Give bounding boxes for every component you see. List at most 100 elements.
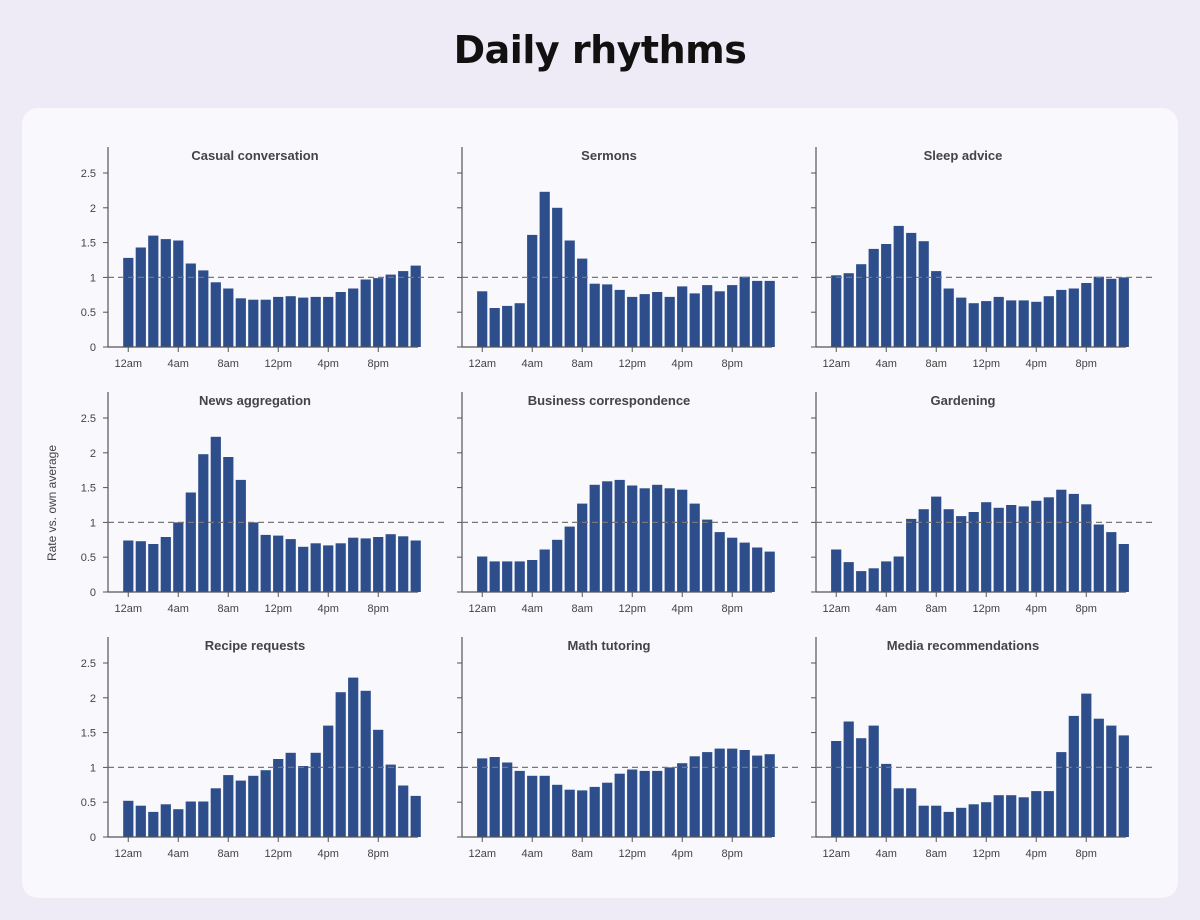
bar-8am (577, 790, 588, 837)
bar-8am (223, 775, 234, 837)
bar-3am (868, 725, 879, 837)
bar-10am (248, 299, 259, 347)
panel-sleep-advice: Sleep advice 12am 4am 8am 12pm 4pm 8pm (811, 147, 1156, 370)
x-tick-label: 4pm (318, 603, 339, 615)
bar-10am (602, 284, 613, 347)
bar-4am (881, 763, 892, 837)
y-tick-label: 1.5 (81, 483, 96, 495)
bar-9pm (1093, 524, 1104, 592)
bar-5am (185, 263, 196, 347)
bar-5pm (1043, 791, 1054, 837)
bar-11am (614, 289, 625, 347)
bar-1am (135, 541, 146, 592)
bar-4am (527, 775, 538, 837)
bar-11am (260, 299, 271, 347)
bar-6am (552, 784, 563, 837)
panel-recipe-requests: Recipe requests 0 0.5 1 1.5 2 2.5 12am 4am 8am 12p… (81, 637, 448, 860)
bar-7pm (360, 538, 371, 592)
x-tick-label: 4am (522, 358, 543, 370)
bar-7pm (360, 279, 371, 347)
bar-6pm (702, 285, 713, 347)
panel-title: News aggregation (199, 393, 311, 408)
bar-10pm (752, 280, 763, 347)
bar-5pm (335, 543, 346, 592)
bar-12am (123, 257, 134, 347)
bar-1am (489, 308, 500, 347)
x-tick-label: 12pm (618, 358, 646, 370)
bar-3am (160, 804, 171, 837)
x-tick-label: 12am (114, 358, 142, 370)
bar-12am (831, 549, 842, 592)
bar-8pm (727, 537, 738, 592)
bar-3am (868, 568, 879, 592)
y-tick-label: 2 (90, 203, 96, 215)
bar-9am (589, 484, 600, 592)
bar-12am (477, 291, 488, 347)
bar-2am (148, 235, 159, 347)
bar-8pm (373, 278, 384, 347)
panel-title: Recipe requests (205, 638, 305, 653)
bar-5pm (689, 756, 700, 837)
bar-1am (843, 273, 854, 347)
bar-7pm (1068, 493, 1079, 592)
bar-6am (552, 539, 563, 592)
bar-1am (489, 757, 500, 837)
x-tick-label: 4am (876, 603, 897, 615)
x-tick-label: 12am (114, 848, 142, 860)
x-tick-label: 12am (822, 848, 850, 860)
bar-1am (489, 561, 500, 592)
bar-7am (918, 509, 929, 592)
x-tick-label: 12pm (264, 603, 292, 615)
bar-8pm (373, 537, 384, 592)
bar-11am (260, 534, 271, 592)
bar-10am (956, 516, 967, 592)
bar-1pm (285, 296, 296, 347)
bar-12pm (981, 802, 992, 837)
bar-4pm (323, 725, 334, 837)
bar-8pm (1081, 693, 1092, 837)
panel-news-aggregation: News aggregation 0 0.5 1 1.5 2 2.5 12am 4am 8am 12… (81, 392, 448, 615)
bar-8pm (727, 285, 738, 347)
y-tick-label: 0 (90, 342, 96, 354)
bar-5am (539, 775, 550, 837)
bar-9am (235, 479, 246, 592)
bar-9pm (1093, 276, 1104, 347)
bar-7pm (1068, 715, 1079, 837)
panel-title: Sermons (581, 148, 637, 163)
bar-10am (956, 807, 967, 837)
y-tick-label: 1.5 (81, 728, 96, 740)
bar-1pm (639, 488, 650, 592)
bar-2am (502, 305, 513, 347)
y-tick-label: 0.5 (81, 797, 96, 809)
bar-3pm (1018, 506, 1029, 592)
bar-12pm (273, 296, 284, 347)
bar-1pm (285, 752, 296, 837)
bar-10pm (398, 785, 409, 837)
x-tick-label: 8am (572, 358, 593, 370)
bar-5am (185, 801, 196, 837)
bar-6am (906, 232, 917, 347)
y-tick-label: 2 (90, 693, 96, 705)
panel-sermons: Sermons 12am 4am 8am 12pm 4pm 8pm (457, 147, 802, 370)
bar-6pm (1056, 289, 1067, 347)
bar-9pm (385, 764, 396, 837)
x-tick-label: 8pm (722, 358, 743, 370)
bar-3am (160, 239, 171, 347)
bar-9am (943, 288, 954, 347)
bar-8pm (1081, 504, 1092, 592)
bar-9am (943, 811, 954, 837)
bar-4pm (1031, 301, 1042, 347)
y-tick-label: 0 (90, 587, 96, 599)
bar-7pm (714, 748, 725, 837)
x-tick-label: 4am (876, 358, 897, 370)
bar-3am (514, 303, 525, 347)
bar-11pm (410, 540, 421, 592)
bar-4pm (677, 763, 688, 837)
bar-2am (856, 738, 867, 837)
bar-7am (564, 240, 575, 347)
bar-2am (148, 811, 159, 837)
bar-6pm (702, 752, 713, 837)
bar-3pm (664, 767, 675, 837)
bar-3am (160, 537, 171, 592)
